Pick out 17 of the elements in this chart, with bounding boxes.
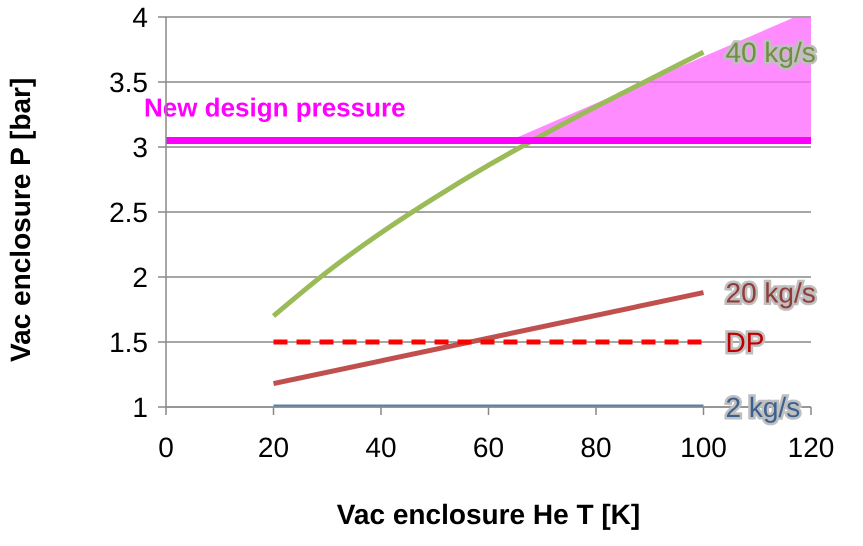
y-tick-label: 2 — [132, 262, 148, 293]
y-tick-label: 1.5 — [109, 326, 148, 358]
x-axis-title: Vac enclosure He T [K] — [336, 499, 640, 530]
x-tick-label: 100 — [680, 432, 727, 463]
x-tick-label: 120 — [788, 432, 834, 463]
y-tick-label: 3 — [132, 132, 148, 163]
series-label: 20 kg/s — [726, 278, 816, 309]
series-label: DP — [726, 327, 764, 358]
y-axis-title: Vac enclosure P [bar] — [4, 78, 36, 362]
x-tick-label: 20 — [258, 432, 290, 463]
x-tick-label: 0 — [158, 432, 174, 463]
x-tick-label: 60 — [472, 432, 504, 463]
y-tick-label: 4 — [132, 2, 148, 33]
x-tick-label: 40 — [365, 432, 397, 463]
x-tick-label: 80 — [580, 432, 612, 463]
y-tick-label: 1 — [132, 392, 148, 423]
y-tick-label: 2.5 — [109, 196, 148, 228]
